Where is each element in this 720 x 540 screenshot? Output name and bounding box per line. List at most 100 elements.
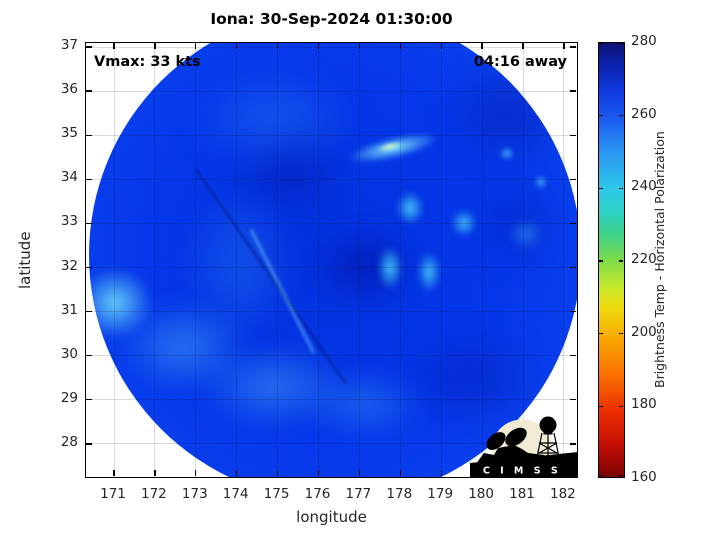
colorbar-tick-label: 200 [631,323,657,340]
x-tick-mark [440,470,442,477]
y-tick-mark [570,443,577,445]
x-tick-mark [399,470,401,477]
y-tick-mark [86,90,92,92]
grid-line-vertical [481,43,483,477]
colorbar-tick-label: 240 [631,178,657,195]
x-tick-mark [563,43,565,49]
grid-line-horizontal [86,90,577,92]
grid-line-vertical [277,43,279,477]
colorbar-tick-mark [619,115,624,117]
x-tick-label: 178 [386,486,413,502]
swath-spiral-band [199,344,349,429]
grid-line-horizontal [86,399,577,401]
cold-spot [377,246,403,290]
grid-line-horizontal [86,222,577,224]
y-tick-label: 37 [60,37,78,53]
y-tick-mark [570,134,577,136]
colorbar-tick-mark [619,43,624,45]
grid-line-horizontal [86,134,577,136]
y-tick-mark [570,46,577,48]
colorbar-tick-mark [599,475,603,477]
colorbar-tick-label: 260 [631,105,657,122]
y-tick-label: 33 [60,213,78,230]
grid-line-vertical [195,43,197,477]
colorbar-tick-label: 280 [631,33,657,49]
colorbar-tick-mark [599,187,603,189]
y-tick-mark [86,399,92,401]
y-tick-mark [86,178,92,180]
x-tick-mark [522,43,524,49]
y-tick-label: 30 [60,345,78,362]
y-tick-mark [570,90,577,92]
y-tick-label: 34 [60,169,78,186]
cold-spot [509,219,543,249]
y-tick-mark [86,266,92,269]
colorbar-tick-mark [619,333,624,335]
grid-line-vertical [236,43,238,477]
grid-line-horizontal [86,46,577,48]
colorbar-tick-label: 220 [631,251,657,267]
grid-line-horizontal [86,355,577,357]
x-tick-label: 175 [263,486,290,502]
grid-line-vertical [318,43,319,477]
cimss-logo-text: C I M S S [483,466,561,477]
grid-line-horizontal [86,178,577,180]
x-tick-mark [236,470,238,477]
grid-line-vertical [113,43,115,477]
x-tick-mark [358,43,361,49]
colorbar-tick-mark [599,43,603,45]
y-tick-mark [86,355,92,357]
y-tick-label: 31 [60,301,78,318]
x-tick-label: 176 [304,486,331,502]
x-tick-label: 181 [509,486,535,502]
cold-spot [417,251,441,293]
colorbar-tick-mark [619,260,624,262]
water-tower-cap [543,430,553,435]
x-tick-label: 177 [345,486,372,502]
satellite-dish-icon [505,427,527,447]
swath-spiral-band [299,369,429,439]
colorbar-tick-mark [599,333,603,335]
y-tick-mark [570,266,577,269]
colorbar-tick-mark [619,475,624,477]
water-tower-tank-icon [539,416,557,434]
grid-line-vertical [154,43,156,477]
storm-satellite-swath [89,43,577,477]
x-tick-label: 171 [100,486,126,502]
x-tick-mark [113,470,115,477]
x-axis-label: longitude [296,508,367,526]
y-tick-mark [86,222,92,225]
cold-spot [499,147,515,160]
x-tick-mark [399,43,401,49]
x-tick-label: 172 [141,486,167,502]
cold-spot [396,191,424,225]
cimss-logo: C I M S S [470,416,577,477]
plot-title: Iona: 30-Sep-2024 01:30:00 [210,10,453,28]
swath-light-patch [184,184,294,344]
swath-dark-patch [399,324,549,434]
x-tick-mark [358,470,361,477]
x-tick-mark [317,470,320,477]
x-tick-mark [236,43,238,49]
colorbar-tick-mark [599,115,603,117]
colorbar-label: Brightness Temp - Horizontal Polarizatio… [652,131,667,389]
x-tick-label: 180 [468,486,494,502]
x-tick-mark [154,43,156,49]
x-tick-mark [195,43,197,49]
y-tick-mark [570,310,577,313]
y-axis-label: latitude [16,231,34,289]
grid-line-vertical [522,43,524,477]
grid-line-vertical [358,43,360,477]
colorbar [598,42,625,478]
x-tick-mark [481,43,483,49]
grid-line-horizontal [86,267,577,268]
x-tick-label: 173 [181,486,208,502]
swath-light-patch [189,64,359,174]
cold-spot [534,175,548,189]
y-tick-mark [86,443,92,445]
colorbar-tick-mark [619,405,624,407]
y-tick-mark [86,46,92,48]
colorbar-tick-mark [619,187,624,189]
x-tick-mark [195,470,197,477]
